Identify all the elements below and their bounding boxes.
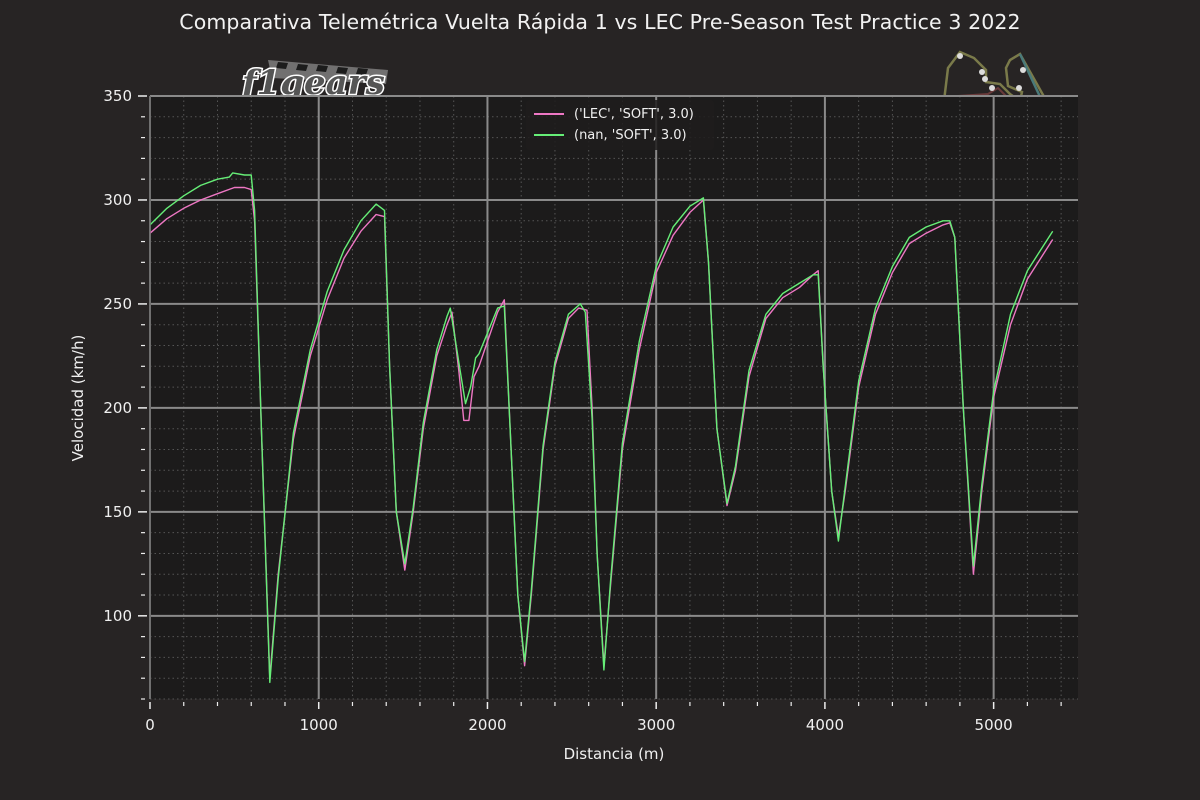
chart-title: Comparativa Telemétrica Vuelta Rápida 1 …: [179, 10, 1021, 34]
x-tick-label: 5000: [975, 716, 1013, 734]
checkered-flag-icon: [268, 60, 388, 84]
svg-text:f1gears: f1gears: [240, 63, 385, 100]
axis-ticks: 0 1000 2000 3000 4000 5000 100 150 200 250 300 350: [103, 87, 1062, 734]
x-tick-label: 0: [145, 716, 155, 734]
x-tick-label: 4000: [806, 716, 844, 734]
plot-area: [150, 96, 1078, 699]
y-tick-label: 250: [103, 295, 132, 313]
legend-label-lec: ('LEC', 'SOFT', 3.0): [574, 106, 694, 122]
legend-item-nan: (nan, 'SOFT', 3.0): [534, 125, 687, 145]
major-grid: [149, 95, 1078, 699]
legend-line-nan: [534, 134, 564, 136]
x-tick-label: 2000: [468, 716, 506, 734]
series-line-lec: [149, 186, 1054, 679]
y-tick-label: 300: [103, 191, 132, 209]
f1gears-logo: f1gears f1gears: [239, 60, 388, 100]
y-axis-label: Velocidad (km/h): [69, 335, 87, 462]
legend-item-lec: ('LEC', 'SOFT', 3.0): [534, 104, 694, 124]
x-axis-label: Distancia (m): [564, 745, 665, 763]
legend-label-nan: (nan, 'SOFT', 3.0): [574, 127, 687, 143]
y-tick-label: 200: [103, 399, 132, 417]
y-tick-label: 150: [103, 503, 132, 521]
x-tick-label: 1000: [300, 716, 338, 734]
legend-line-lec: [534, 113, 564, 115]
series-lines: [149, 172, 1054, 684]
y-tick-label: 350: [103, 87, 132, 105]
y-tick-label: 100: [103, 607, 132, 625]
legend: ('LEC', 'SOFT', 3.0) (nan, 'SOFT', 3.0): [526, 100, 714, 150]
svg-text:f1gears: f1gears: [240, 63, 385, 100]
x-tick-label: 3000: [637, 716, 675, 734]
series-line-nan: [149, 172, 1054, 684]
